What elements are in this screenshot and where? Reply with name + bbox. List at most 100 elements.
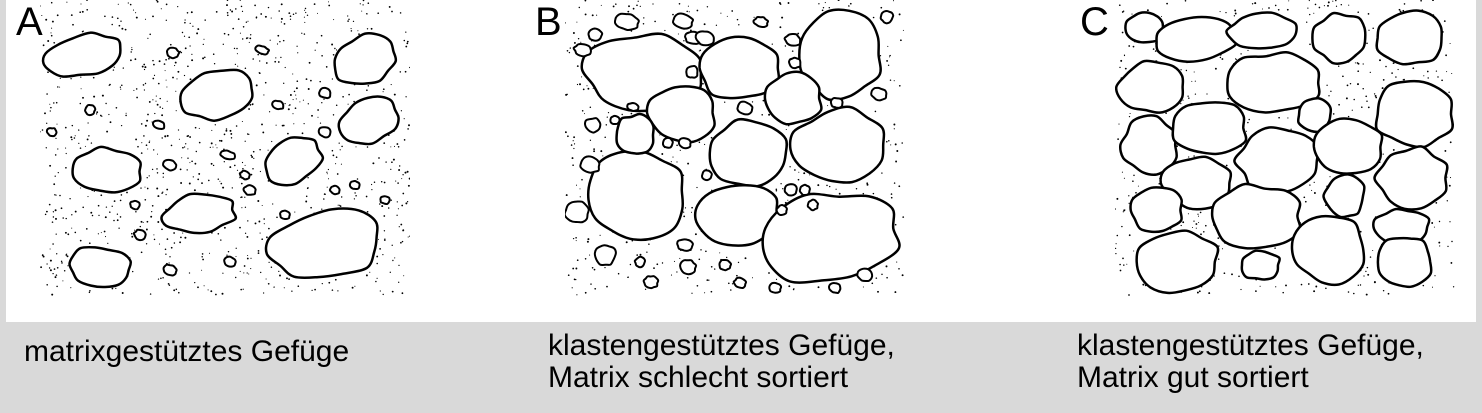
caption-c: klastengestütztes Gefüge, Matrix gut sor… [1077,330,1424,394]
caption-c-line-1: klastengestütztes Gefüge, [1077,329,1424,362]
small-clast [870,86,888,102]
panel-a-letter: A [16,0,43,44]
large-clast [708,117,789,188]
large-clast [615,112,655,155]
panel-b-letter: B [535,0,562,44]
small-clast [679,259,698,276]
caption-b-line-1: klastengestütztes Gefüge, [548,329,895,362]
small-clast [162,158,178,172]
small-clast [676,238,694,252]
clast [1373,145,1449,211]
small-clast [318,86,332,100]
clast [1115,59,1185,114]
small-clast [694,30,715,47]
small-clast [162,263,178,277]
small-clast [879,9,895,25]
small-clast [379,195,391,206]
panel-b-clast-supported-poorly-sorted [565,0,904,296]
small-clast [279,209,291,221]
small-clast [661,136,674,149]
large-clast [264,207,379,280]
small-clast [587,27,604,42]
small-clast [317,126,332,139]
small-clast [151,119,166,131]
small-clast [613,12,640,32]
small-clast [685,64,699,79]
panel-a-matrix-supported-fabric [40,0,410,296]
clast [1226,51,1321,114]
clast [1312,117,1384,175]
clast [1171,101,1248,156]
small-clast [271,99,285,111]
large-clast [71,145,143,194]
small-clast [633,255,647,269]
small-clast [129,199,141,211]
large-clast [761,192,901,284]
small-clast [798,183,811,197]
small-clast [806,198,820,212]
small-clast [579,155,601,174]
clast [1210,182,1302,250]
clast [1155,15,1238,63]
clast [1129,186,1184,234]
small-clast [254,44,271,56]
small-clast [84,103,97,117]
large-clast [763,70,823,126]
small-clast [219,149,237,161]
clast [1374,79,1454,149]
large-clast [333,31,398,85]
clast [1233,126,1320,193]
small-clast [783,183,798,197]
small-clast [348,179,361,191]
small-clast [736,100,754,116]
large-clast [179,68,254,122]
large-clast [160,192,238,235]
small-clast [775,203,788,216]
caption-b-line-2: Matrix schlecht sortiert [548,361,849,394]
small-clast [700,169,713,182]
small-clast [242,184,257,196]
large-clast [645,85,716,144]
large-clast [41,31,122,78]
clast [1375,9,1443,66]
clast [1225,11,1298,50]
panel-c-letter: C [1080,0,1109,44]
small-clast [565,200,590,224]
caption-c-line-2: Matrix gut sortiert [1077,361,1309,394]
large-clast [788,105,886,184]
small-clast [626,101,640,113]
clast [1376,236,1433,289]
clast [1290,214,1366,287]
panel-c-clast-supported-well-sorted [1115,0,1455,296]
caption-a: matrixgestütztes Gefüge [24,336,349,368]
small-clast [783,32,802,47]
small-clast [671,12,695,30]
small-clast [223,255,237,268]
small-clast [609,114,621,126]
large-clast [264,136,325,187]
small-clast [572,43,592,58]
small-clast [583,117,602,134]
small-clast [856,267,874,283]
large-clast [586,149,685,242]
large-clast [698,35,781,100]
large-clast [337,95,400,146]
small-clast [328,184,341,196]
clast [1135,229,1220,295]
small-clast [768,281,783,294]
large-clast [68,245,133,289]
small-clast [827,282,842,294]
caption-a-line-1: matrixgestütztes Gefüge [24,335,350,368]
small-clast [732,276,748,289]
small-clast [718,258,733,272]
small-clast [829,97,844,109]
caption-b: klastengestütztes Gefüge, Matrix schlech… [548,330,895,394]
large-clast [798,8,882,102]
clast [1311,11,1367,65]
small-clast [132,228,147,242]
small-clast [752,16,770,29]
small-clast [642,275,660,290]
small-clast [238,169,251,181]
small-clast [45,127,58,138]
clast [1240,249,1281,281]
